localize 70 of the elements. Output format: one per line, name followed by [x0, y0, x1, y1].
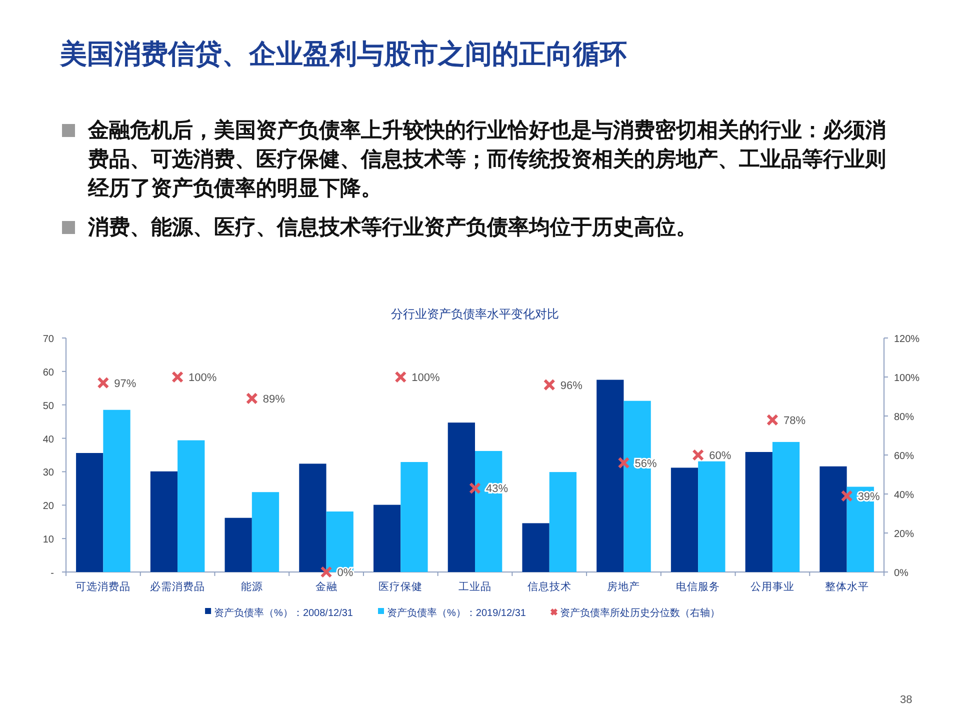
y2-tick-label: 120% — [894, 334, 920, 345]
point — [394, 371, 407, 383]
y2-tick-label: 100% — [894, 373, 920, 384]
legend-label: 资产负债率所处历史分位数（右轴） — [560, 607, 720, 619]
x-tick-label: 必需消费品 — [150, 580, 206, 593]
y-tick-label: 50 — [42, 400, 54, 412]
bar — [549, 472, 577, 572]
data-label: 97% — [114, 378, 136, 390]
bar — [596, 380, 624, 572]
bar — [698, 461, 726, 572]
y-tick-label: 30 — [42, 468, 54, 479]
y2-tick-label: 40% — [894, 490, 914, 501]
x-tick-label: 公用事业 — [750, 580, 794, 593]
x-tick-label: 整体水平 — [824, 580, 869, 593]
x-tick-label: 可选消费品 — [76, 580, 131, 593]
bar — [103, 410, 130, 572]
x-tick-label: 金融 — [315, 581, 338, 593]
x-tick-label: 医疗保健 — [378, 580, 423, 593]
data-label: 96% — [560, 380, 583, 392]
point — [172, 371, 184, 383]
bar — [178, 440, 205, 572]
x-tick-label: 能源 — [240, 580, 263, 593]
x-tick-label: 工业品 — [458, 580, 492, 593]
y2-tick-label: 0% — [894, 568, 909, 579]
point — [840, 490, 853, 502]
point — [469, 482, 481, 494]
bar — [252, 492, 280, 572]
bar — [772, 442, 800, 572]
bar — [400, 462, 428, 572]
bar — [745, 452, 772, 572]
annotation: 金融危机后，美国资产负债率上升较快的行业恰好也是与消费密切相关的行业：必须消费品、可选消费、医疗保健、信息技术等；而传统投资相关的房地产、工业品等行业则经历了资产负债率的明显下降。 — [88, 118, 887, 202]
bar — [820, 466, 847, 572]
x-tick-label: 电信服务 — [676, 580, 720, 593]
y-tick-label: - — [50, 568, 54, 579]
point — [692, 449, 704, 461]
x-tick-label: 信息技术 — [527, 580, 572, 593]
data-label: 78% — [783, 414, 806, 427]
bar — [150, 471, 178, 572]
y-tick-label: 60 — [42, 367, 54, 378]
bar — [448, 422, 475, 572]
point — [97, 376, 110, 389]
y-tick-label: 70 — [42, 334, 54, 345]
y2-tick-label: 80% — [894, 412, 914, 423]
point — [618, 456, 630, 469]
data-label: 100% — [188, 372, 217, 384]
bar — [373, 504, 401, 572]
data-label: 100% — [412, 372, 440, 384]
point — [543, 378, 556, 391]
bar — [299, 464, 326, 572]
bar — [76, 452, 104, 572]
y-tick-label: 40 — [42, 434, 54, 446]
legend-label: 资产负债率（%）：2008/12/31 — [214, 607, 354, 619]
annotation: 消费、能源、医疗、信息技术等行业资产负债率均位于历史高位。 — [88, 214, 698, 241]
data-label: 89% — [262, 393, 286, 406]
bar — [224, 518, 252, 572]
y-tick-label: 20 — [42, 501, 54, 512]
point — [246, 392, 258, 404]
title: 美国消费信贷、企业盈利与股市之间的正向循环 — [60, 38, 627, 71]
y2-tick-label: 60% — [894, 451, 914, 462]
y2-tick-label: 20% — [894, 529, 914, 540]
bar — [670, 468, 698, 572]
legend-label: 资产负债率（%）：2019/12/31 — [387, 607, 526, 619]
point — [320, 566, 332, 578]
data-label: 60% — [709, 450, 732, 462]
chart-subtitle: 分行业资产负债率水平变化对比 — [391, 307, 559, 321]
bar — [522, 523, 550, 572]
point — [766, 414, 778, 426]
annotation: 38 — [900, 694, 912, 706]
y-tick-label: 10 — [42, 534, 54, 546]
x-tick-label: 房地产 — [607, 580, 640, 593]
